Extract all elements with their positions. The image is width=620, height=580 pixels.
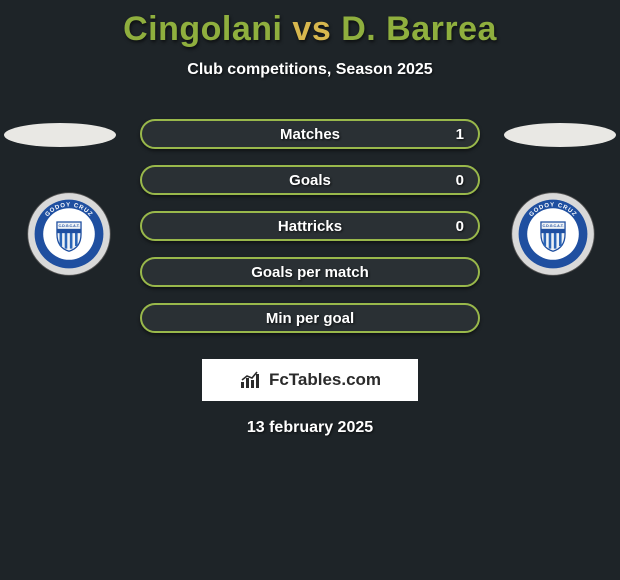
stat-value-right: 0	[456, 172, 464, 189]
chart-icon	[239, 370, 263, 390]
stat-value-right: 1	[456, 126, 464, 143]
watermark-text: FcTables.com	[269, 370, 381, 390]
player1-avatar-placeholder	[4, 123, 116, 147]
watermark-box: FcTables.com	[202, 359, 418, 401]
stat-value-right: 0	[456, 218, 464, 235]
stat-label: Matches	[280, 126, 340, 143]
stat-label: Hattricks	[278, 218, 342, 235]
stat-label: Goals per match	[251, 264, 369, 281]
player1-club-badge: GODOY CRUZ MENDOZA C.D.G.C.A.T.	[26, 191, 112, 277]
stat-row: Min per goal	[140, 303, 480, 333]
comparison-date: 13 february 2025	[0, 419, 620, 437]
comparison-stage: GODOY CRUZ MENDOZA C.D.G.C.A.T. GODOY CR…	[0, 119, 620, 349]
stat-row: Goals 0	[140, 165, 480, 195]
svg-text:C.D.G.C.A.T.: C.D.G.C.A.T.	[542, 224, 563, 228]
stat-rows: Matches 1 Goals 0 Hattricks 0 Goals per match M…	[140, 119, 480, 349]
stat-label: Min per goal	[266, 310, 354, 327]
stat-row: Matches 1	[140, 119, 480, 149]
player1-name: Cingolani	[123, 10, 282, 48]
svg-text:C.D.G.C.A.T.: C.D.G.C.A.T.	[58, 224, 79, 228]
player2-club-badge: GODOY CRUZ MENDOZA C.D.G.C.A.T.	[510, 191, 596, 277]
stat-row: Goals per match	[140, 257, 480, 287]
vs-separator: vs	[292, 10, 331, 48]
player2-avatar-placeholder	[504, 123, 616, 147]
stat-row: Hattricks 0	[140, 211, 480, 241]
subtitle: Club competitions, Season 2025	[0, 61, 620, 79]
player2-name: D. Barrea	[341, 10, 497, 48]
stat-label: Goals	[289, 172, 331, 189]
comparison-title: Cingolani vs D. Barrea	[0, 0, 620, 49]
